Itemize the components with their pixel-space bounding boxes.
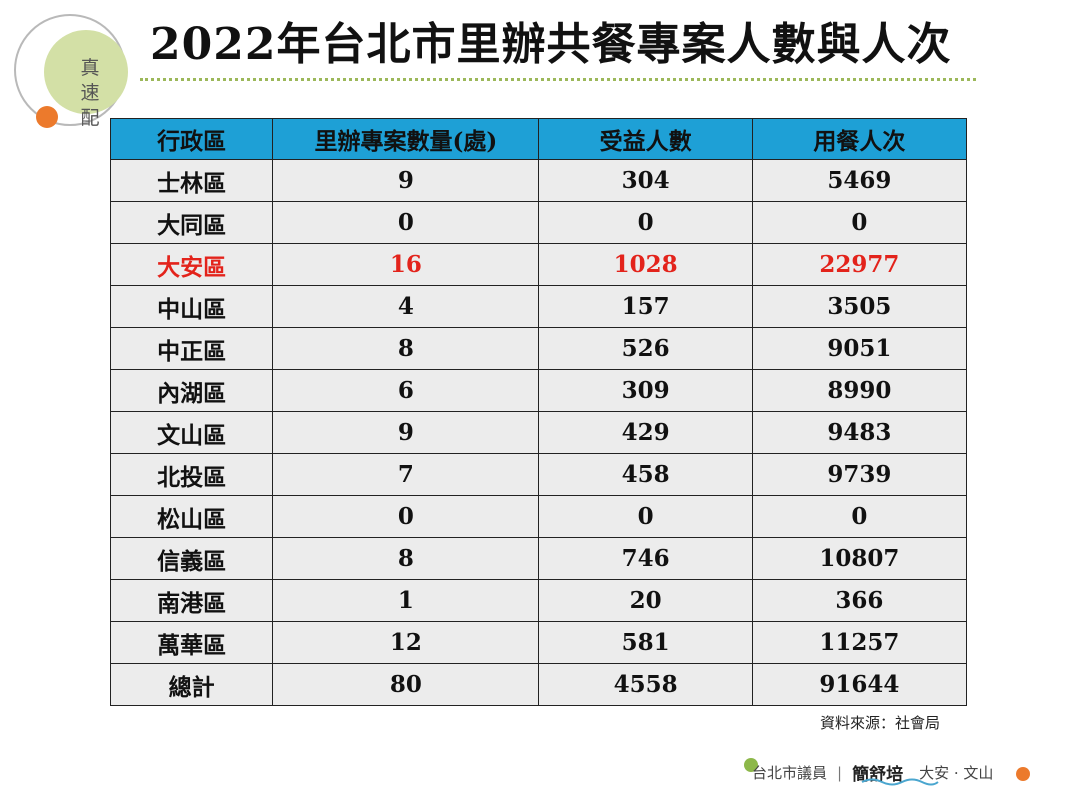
- cell-meal-count: 366: [751, 579, 968, 622]
- table-row: 士林區 9 304 5469: [109, 159, 968, 202]
- table-row: 北投區 7 458 9739: [109, 453, 968, 496]
- cell-project-count: 7: [272, 453, 540, 496]
- logo-char-3: 配: [80, 107, 100, 129]
- cell-project-count: 8: [272, 537, 540, 580]
- cell-district: 松山區: [109, 495, 274, 538]
- cell-project-count: 1: [272, 579, 540, 622]
- footer-green-dot: [744, 758, 758, 772]
- logo-text: 真 速 配: [78, 56, 102, 131]
- table-row: 大安區 16 1028 22977: [109, 243, 968, 286]
- cell-district: 總計: [109, 663, 274, 706]
- table-row: 大同區 0 0 0: [109, 201, 968, 244]
- data-table: 行政區 里辦專案數量(處) 受益人數 用餐人次 士林區 9 304 5469 大同區 0 0…: [109, 118, 968, 706]
- table-row: 中正區 8 526 9051: [109, 327, 968, 370]
- cell-beneficiaries: 458: [538, 453, 753, 496]
- cell-meal-count: 10807: [751, 537, 968, 580]
- cell-beneficiaries: 20: [538, 579, 753, 622]
- cell-district: 文山區: [109, 411, 274, 454]
- cell-meal-count: 11257: [751, 621, 968, 664]
- cell-meal-count: 9739: [751, 453, 968, 496]
- cell-project-count: 6: [272, 369, 540, 412]
- page-title: 2022年台北市里辦共餐專案人數與人次: [150, 19, 952, 70]
- cell-beneficiaries: 157: [538, 285, 753, 328]
- cell-meal-count: 3505: [751, 285, 968, 328]
- table-row: 松山區 0 0 0: [109, 495, 968, 538]
- cell-project-count: 9: [272, 411, 540, 454]
- header-beneficiaries: 受益人數: [538, 118, 753, 160]
- cell-district: 南港區: [109, 579, 274, 622]
- cell-project-count: 0: [272, 201, 540, 244]
- footer-districts: 大安 · 文山: [919, 764, 994, 782]
- cell-beneficiaries: 0: [538, 201, 753, 244]
- cell-project-count: 0: [272, 495, 540, 538]
- cell-beneficiaries: 4558: [538, 663, 753, 706]
- table-row: 中山區 4 157 3505: [109, 285, 968, 328]
- cell-meal-count: 8990: [751, 369, 968, 412]
- cell-meal-count: 5469: [751, 159, 968, 202]
- cell-district: 中正區: [109, 327, 274, 370]
- table-row: 南港區 1 20 366: [109, 579, 968, 622]
- cell-meal-count: 9051: [751, 327, 968, 370]
- cell-beneficiaries: 746: [538, 537, 753, 580]
- header-project-count: 里辦專案數量(處): [272, 118, 540, 160]
- table-row: 信義區 8 746 10807: [109, 537, 968, 580]
- cell-project-count: 16: [272, 243, 540, 286]
- cell-project-count: 12: [272, 621, 540, 664]
- cell-meal-count: 0: [751, 495, 968, 538]
- logo-char-2: 速: [80, 82, 100, 104]
- cell-meal-count: 91644: [751, 663, 968, 706]
- header-meal-count: 用餐人次: [751, 118, 968, 160]
- cell-beneficiaries: 0: [538, 495, 753, 538]
- cell-meal-count: 9483: [751, 411, 968, 454]
- table-row: 內湖區 6 309 8990: [109, 369, 968, 412]
- cell-district: 內湖區: [109, 369, 274, 412]
- header-district: 行政區: [109, 118, 274, 160]
- footer-orange-dot: [1016, 767, 1030, 781]
- cell-project-count: 9: [272, 159, 540, 202]
- logo-char-1: 真: [80, 57, 100, 79]
- logo-orange-dot: [36, 106, 58, 128]
- footer-separator: |: [837, 763, 843, 782]
- table-row: 文山區 9 429 9483: [109, 411, 968, 454]
- cell-meal-count: 22977: [751, 243, 968, 286]
- cell-beneficiaries: 309: [538, 369, 753, 412]
- logo-circle: [44, 30, 128, 114]
- table-header-row: 行政區 里辦專案數量(處) 受益人數 用餐人次: [109, 118, 968, 160]
- table-total-row: 總計 80 4558 91644: [109, 663, 968, 706]
- cell-project-count: 8: [272, 327, 540, 370]
- cell-project-count: 80: [272, 663, 540, 706]
- footer-wave-icon: [861, 778, 939, 786]
- cell-district: 信義區: [109, 537, 274, 580]
- cell-district: 北投區: [109, 453, 274, 496]
- cell-project-count: 4: [272, 285, 540, 328]
- cell-beneficiaries: 526: [538, 327, 753, 370]
- cell-district: 萬華區: [109, 621, 274, 664]
- cell-beneficiaries: 1028: [538, 243, 753, 286]
- cell-beneficiaries: 429: [538, 411, 753, 454]
- cell-beneficiaries: 581: [538, 621, 753, 664]
- cell-beneficiaries: 304: [538, 159, 753, 202]
- cell-meal-count: 0: [751, 201, 968, 244]
- cell-district: 士林區: [109, 159, 274, 202]
- cell-district: 大同區: [109, 201, 274, 244]
- cell-district: 大安區: [109, 243, 274, 286]
- data-source: 資料來源：社會局: [820, 714, 941, 732]
- table-row: 萬華區 12 581 11257: [109, 621, 968, 664]
- footer-role: 台北市議員: [752, 764, 828, 782]
- cell-district: 中山區: [109, 285, 274, 328]
- title-divider: [140, 78, 976, 81]
